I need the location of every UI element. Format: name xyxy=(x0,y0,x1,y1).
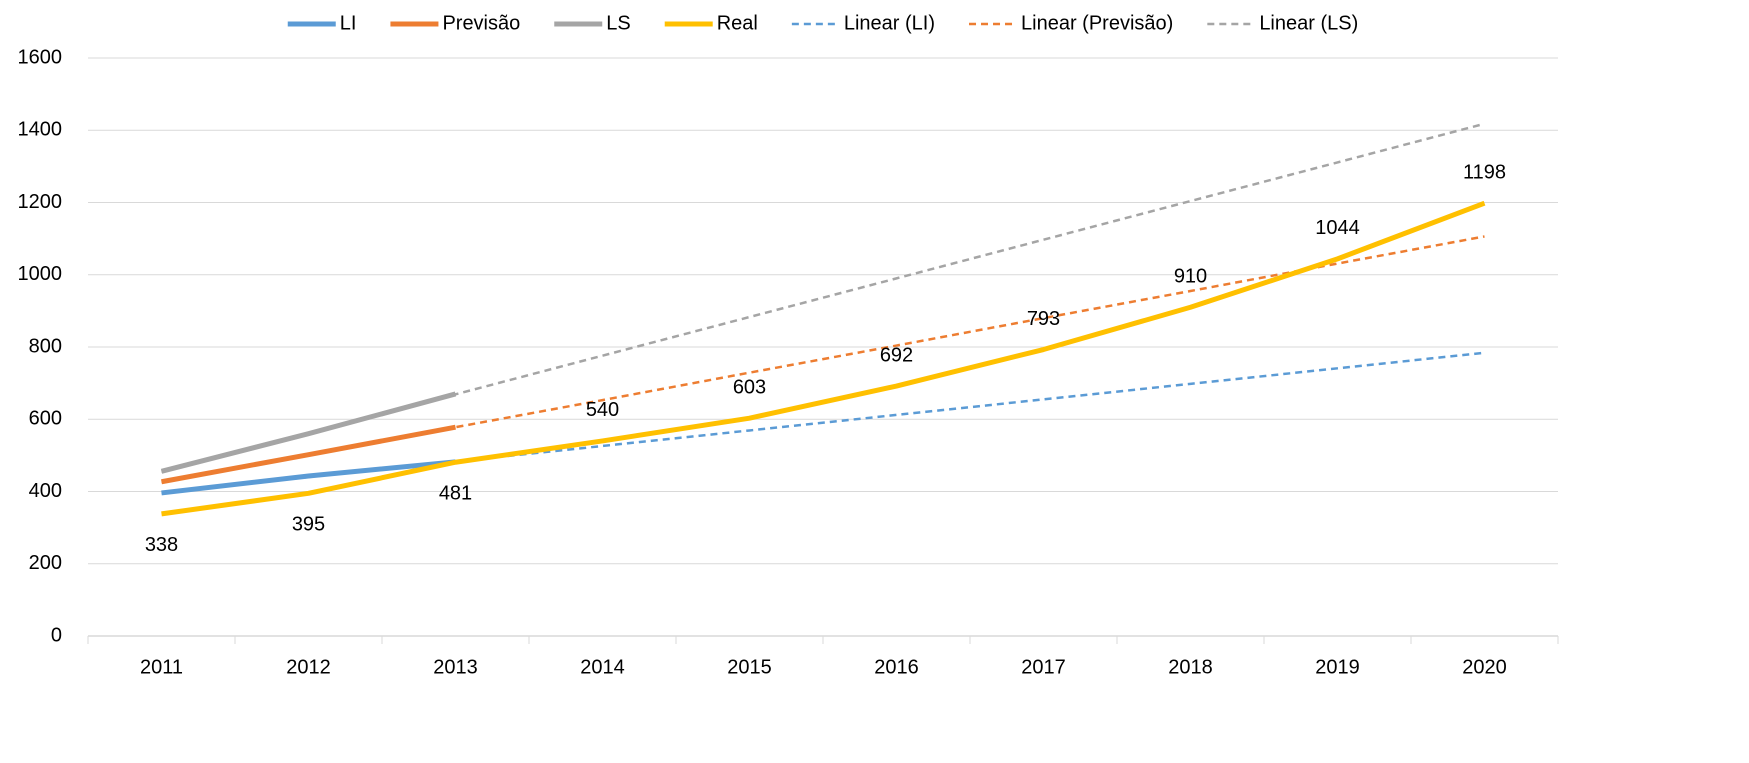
y-tick-label: 400 xyxy=(29,480,62,502)
data-label: 1198 xyxy=(1463,162,1506,184)
data-label: 540 xyxy=(586,399,619,421)
x-tick-label: 2019 xyxy=(1315,656,1360,678)
series-line xyxy=(161,424,456,485)
y-tick-label: 0 xyxy=(51,624,62,646)
data-label: 395 xyxy=(292,514,325,536)
series-line xyxy=(161,459,456,496)
legend-label: LS xyxy=(606,12,630,34)
legend-label: Linear (LI) xyxy=(844,12,935,34)
y-tick-label: 1400 xyxy=(18,119,63,141)
y-tick-label: 1200 xyxy=(18,191,63,213)
legend-label: Previsão xyxy=(442,12,520,34)
data-label: 481 xyxy=(439,483,472,505)
series-line xyxy=(161,200,1486,517)
data-label: 338 xyxy=(145,534,178,556)
data-label: 603 xyxy=(733,376,766,398)
x-tick-label: 2015 xyxy=(727,656,772,678)
x-tick-label: 2020 xyxy=(1462,656,1507,678)
y-tick-label: 1600 xyxy=(18,46,63,68)
data-label: 793 xyxy=(1027,308,1060,330)
y-tick-label: 1000 xyxy=(18,263,63,285)
series-line xyxy=(160,391,457,474)
x-tick-label: 2011 xyxy=(140,656,183,678)
data-label: 692 xyxy=(880,344,913,366)
legend-label: Real xyxy=(717,12,758,34)
y-tick-label: 800 xyxy=(29,335,62,357)
legend-label: LI xyxy=(340,12,357,34)
legend: LI Previsão LS Real Linear (LI) Linear (Previ… xyxy=(287,12,1358,34)
data-label: 1044 xyxy=(1315,217,1360,239)
x-tick-label: 2016 xyxy=(874,656,919,678)
data-label: 910 xyxy=(1174,266,1207,288)
x-tick-label: 2013 xyxy=(433,656,478,678)
x-tick-label: 2017 xyxy=(1021,656,1066,678)
y-tick-label: 200 xyxy=(29,552,62,574)
x-tick-label: 2012 xyxy=(286,656,331,678)
legend-label: Linear (LS) xyxy=(1259,12,1358,34)
legend-label: Linear (Previsão) xyxy=(1021,12,1173,34)
x-tick-label: 2014 xyxy=(580,656,625,678)
y-tick-label: 600 xyxy=(29,408,62,430)
trendline xyxy=(161,235,1485,483)
x-tick-label: 2018 xyxy=(1168,656,1213,678)
